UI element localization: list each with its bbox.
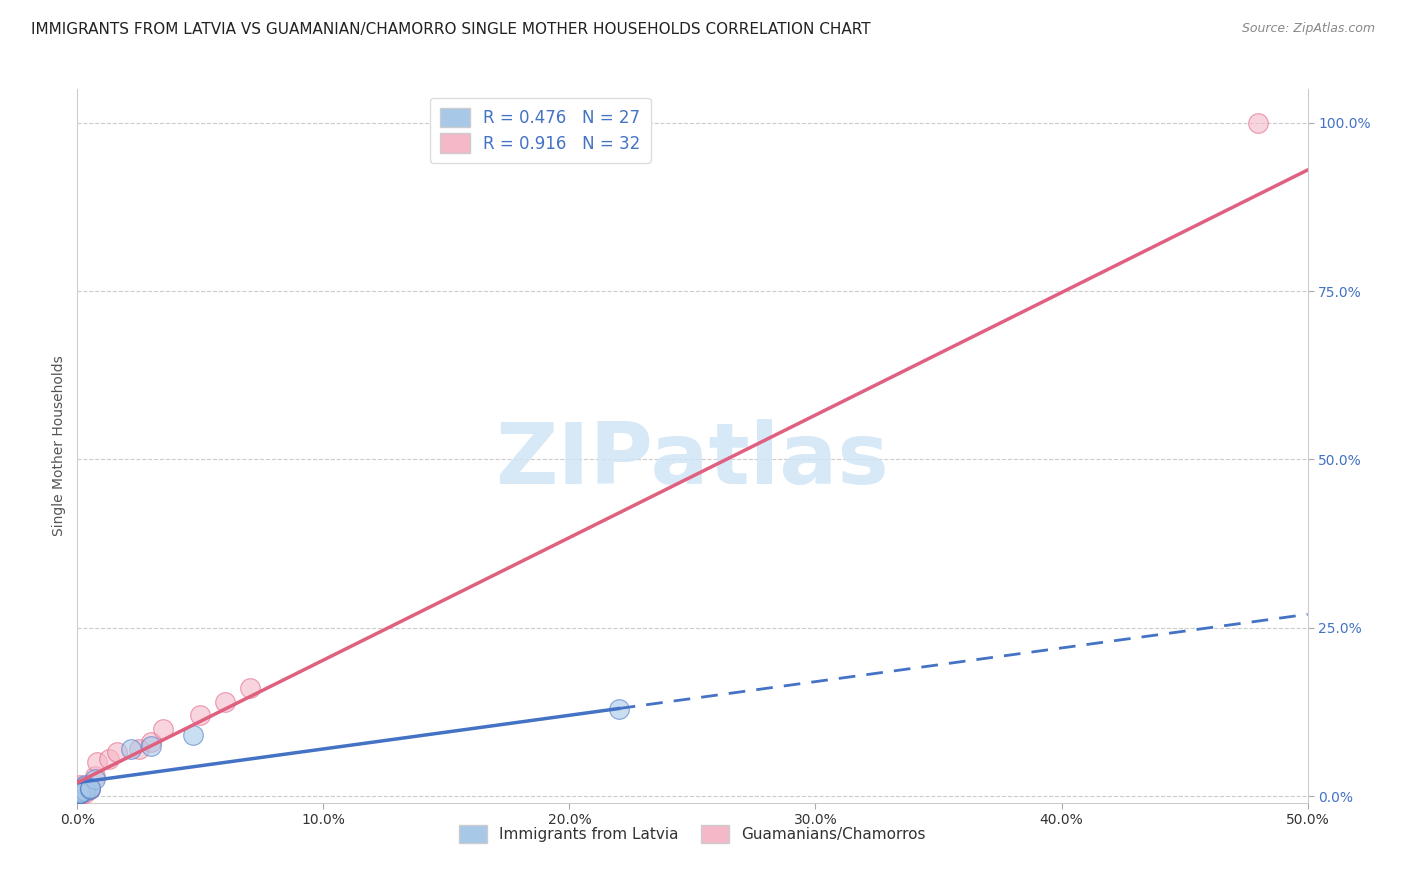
Point (83, 772, 105, 787)
Point (128, 742, 150, 756)
Point (70, 783, 93, 797)
Point (105, 745, 128, 759)
Point (239, 681, 262, 696)
Point (69, 786, 91, 800)
Point (70, 782, 93, 797)
Point (70, 783, 93, 797)
Point (69, 784, 91, 798)
Point (76, 780, 98, 795)
Point (70, 783, 93, 797)
Point (70, 781, 93, 796)
Point (73, 782, 96, 797)
Point (607, 701, 630, 715)
Point (188, 708, 212, 723)
Legend: Immigrants from Latvia, Guamanians/Chamorros: Immigrants from Latvia, Guamanians/Chamo… (453, 819, 932, 848)
Point (121, 742, 143, 756)
Point (70, 782, 93, 797)
Point (69, 786, 91, 800)
Point (69, 783, 91, 797)
Point (73, 786, 96, 800)
Text: Source: ZipAtlas.com: Source: ZipAtlas.com (1241, 22, 1375, 36)
Point (73, 784, 96, 798)
Point (69, 784, 91, 798)
Point (141, 739, 163, 753)
Point (69, 786, 91, 800)
Point (69, 786, 91, 800)
Point (73, 781, 96, 796)
Point (73, 784, 96, 798)
Point (73, 778, 96, 792)
Point (69, 786, 91, 800)
Point (83, 769, 105, 783)
Point (69, 785, 91, 799)
Point (69, 778, 91, 792)
Point (73, 779, 96, 793)
Point (70, 782, 93, 797)
Point (73, 780, 96, 795)
Point (69, 785, 91, 799)
Point (73, 780, 96, 795)
Point (79, 782, 101, 797)
Text: ZIPatlas: ZIPatlas (495, 418, 890, 502)
Point (69, 786, 91, 800)
Point (98, 752, 121, 766)
Point (141, 735, 163, 749)
Text: IMMIGRANTS FROM LATVIA VS GUAMANIAN/CHAMORRO SINGLE MOTHER HOUSEHOLDS CORRELATIO: IMMIGRANTS FROM LATVIA VS GUAMANIAN/CHAM… (31, 22, 870, 37)
Point (152, 722, 174, 736)
Point (70, 783, 93, 797)
Point (73, 782, 96, 797)
Point (70, 786, 93, 800)
Point (70, 783, 93, 797)
Point (86, 756, 108, 770)
Point (70, 783, 93, 797)
Point (214, 695, 236, 709)
Point (76, 780, 98, 795)
Point (73, 780, 96, 794)
Point (73, 779, 96, 793)
Point (181, 729, 204, 743)
Point (73, 782, 96, 797)
Point (79, 780, 101, 795)
Point (79, 782, 101, 797)
Point (69, 780, 91, 794)
Point (70, 783, 93, 797)
Point (1247, 116, 1270, 130)
Y-axis label: Single Mother Households: Single Mother Households (52, 356, 66, 536)
